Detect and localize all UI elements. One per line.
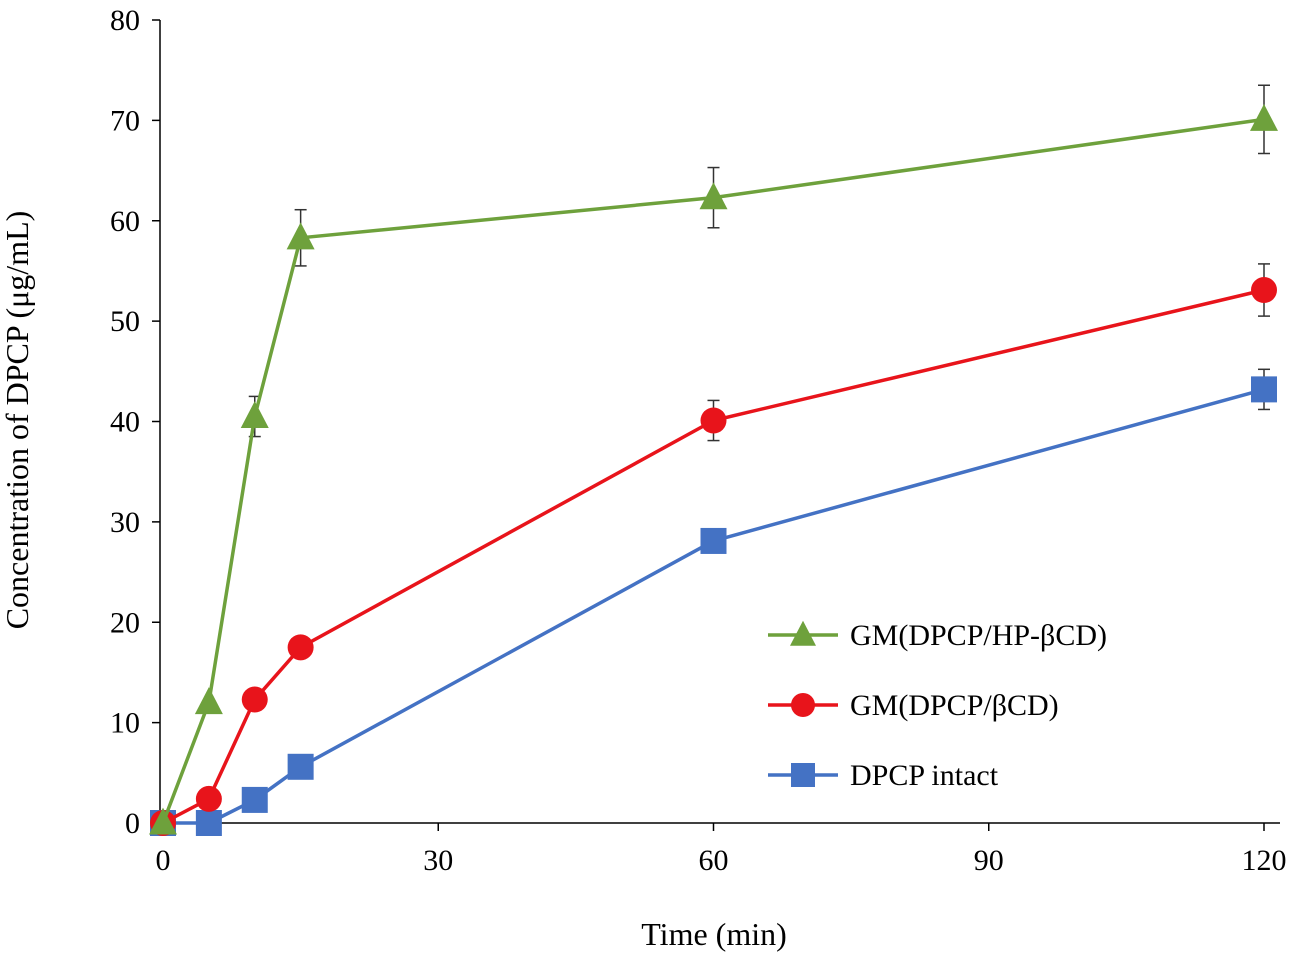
series-line — [162, 288, 1265, 825]
data-point — [700, 407, 727, 434]
y-tick-label: 10 — [110, 707, 140, 740]
y-tick-label: 80 — [110, 4, 140, 37]
y-axis-title: Concentration of DPCP (μg/mL) — [0, 211, 35, 630]
legend-marker — [790, 620, 816, 646]
x-tick-label: 60 — [699, 844, 729, 877]
legend-item: GM(DPCP/HP-βCD) — [768, 619, 1107, 652]
legend-item: DPCP intact — [768, 759, 999, 792]
x-axis-title: Time (min) — [641, 916, 787, 952]
ticks: 0 10 20 30 40 50 60 70 80 0 30 60 90 120 — [110, 4, 1287, 877]
y-tick-label: 60 — [110, 205, 140, 238]
data-point — [1251, 277, 1277, 304]
data-point — [287, 634, 314, 661]
y-tick-label: 40 — [110, 406, 140, 439]
data-point — [699, 182, 728, 210]
data-point — [149, 807, 177, 835]
data-point — [240, 401, 269, 429]
legend-item: GM(DPCP/βCD) — [768, 689, 1059, 722]
y-tick-label: 70 — [110, 104, 140, 137]
x-tick-label: 90 — [974, 844, 1004, 877]
series-line — [163, 387, 1265, 825]
data-point — [1250, 103, 1278, 131]
legend-label: GM(DPCP/HP-βCD) — [850, 619, 1107, 652]
data-point — [195, 785, 222, 812]
data-point — [195, 810, 222, 836]
x-tick-label: 30 — [423, 844, 453, 877]
x-tick-label: 120 — [1242, 844, 1287, 877]
legend-marker — [791, 693, 815, 717]
x-tick-label: 0 — [156, 844, 171, 877]
y-tick-label: 0 — [125, 807, 140, 840]
data-point — [194, 687, 223, 715]
series-triangle — [149, 84, 1278, 835]
data-point — [1251, 376, 1277, 403]
legend-label: GM(DPCP/βCD) — [850, 689, 1059, 722]
data-point — [287, 753, 314, 780]
data-point — [241, 686, 268, 713]
y-tick-label: 50 — [110, 305, 140, 338]
legend-marker — [791, 763, 815, 787]
legend-label: DPCP intact — [850, 759, 999, 792]
y-tick-label: 30 — [110, 506, 140, 539]
series-line — [161, 117, 1265, 824]
y-tick-label: 20 — [110, 606, 140, 639]
data-point — [286, 222, 315, 250]
series-layer — [149, 84, 1278, 836]
data-point — [241, 786, 268, 813]
data-point — [700, 527, 727, 554]
legend: GM(DPCP/HP-βCD) GM(DPCP/βCD) DPCP intact — [768, 619, 1107, 792]
